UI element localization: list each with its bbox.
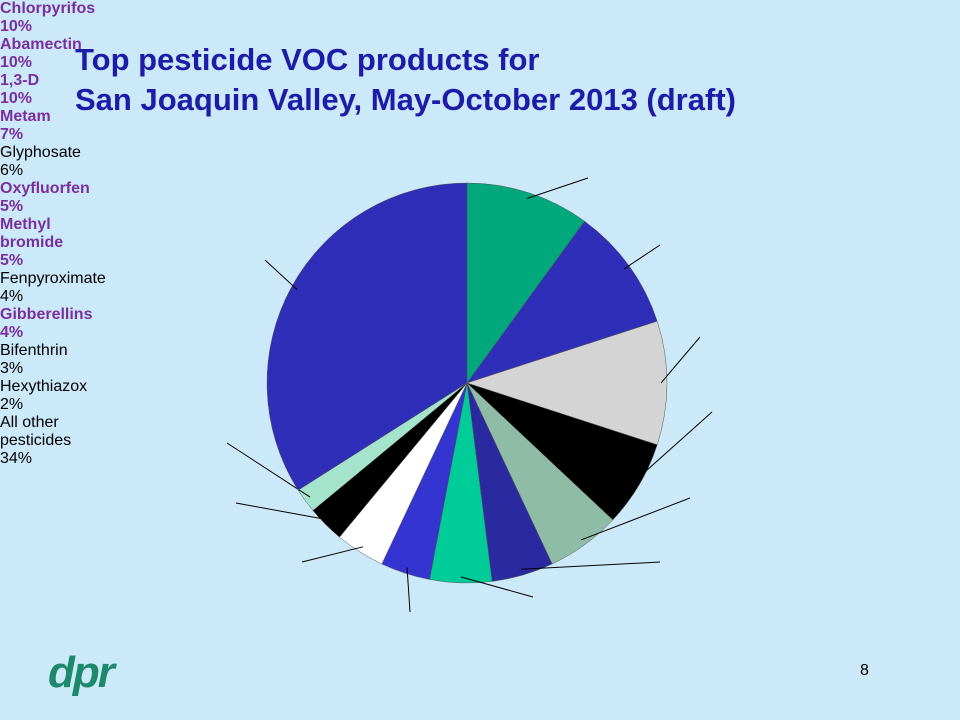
leader-line: [633, 411, 713, 483]
title: Top pesticide VOC products for San Joaqu…: [75, 40, 736, 120]
leader-line: [521, 561, 661, 570]
data-label: Fenpyroximate 4%: [0, 270, 150, 306]
leader-line: [264, 259, 298, 290]
data-label: Oxyfluorfen 5%: [0, 180, 130, 216]
leader-line: [406, 567, 411, 613]
leader-line: [526, 177, 589, 199]
label-name: Bifenthrin: [0, 342, 68, 359]
label-value: 10%: [0, 90, 33, 107]
label-value: 4%: [0, 324, 24, 341]
label-value: 4%: [0, 288, 24, 305]
leader-line: [301, 546, 364, 563]
label-name: Abamectin: [0, 36, 82, 53]
label-name: Chlorpyrifos: [0, 0, 96, 17]
label-value: 6%: [0, 162, 24, 179]
data-label: Abamectin 10%: [0, 36, 120, 72]
label-value: 2%: [0, 396, 24, 413]
data-label: Gibberellins 4%: [0, 306, 140, 342]
label-name: Oxyfluorfen: [0, 180, 90, 197]
leader-line: [460, 576, 534, 598]
leader-line: [623, 244, 661, 270]
label-name: Fenpyroximate: [0, 270, 106, 287]
data-label: Metam 7%: [0, 108, 100, 144]
title-line: San Joaquin Valley, May-October 2013 (dr…: [75, 82, 736, 117]
label-value: 5%: [0, 252, 24, 269]
label-name: Metam: [0, 108, 51, 125]
label-name: 1,3-D: [0, 72, 40, 89]
label-value: 10%: [0, 18, 33, 35]
data-label: Bifenthrin 3%: [0, 342, 110, 378]
leader-line: [660, 336, 701, 384]
pie-slice: [466, 320, 668, 446]
data-label: Glyphosate 6%: [0, 144, 120, 180]
pie-slice: [466, 182, 585, 384]
data-label: All other pesticides 34%: [0, 414, 100, 468]
leader-line: [580, 497, 691, 541]
label-name: All other pesticides: [0, 414, 72, 449]
data-label: Chlorpyrifos 10%: [0, 0, 140, 36]
leader-line: [226, 442, 311, 498]
data-label: 1,3-D 10%: [0, 72, 100, 108]
label-name: Hexythiazox: [0, 378, 88, 395]
label-value: 34%: [0, 450, 33, 467]
label-name: Methyl bromide: [0, 216, 64, 251]
label-name: Glyphosate: [0, 144, 81, 161]
label-value: 10%: [0, 54, 33, 71]
label-value: 5%: [0, 198, 24, 215]
page-number: 8: [860, 662, 869, 679]
data-label: Methyl bromide 5%: [0, 216, 100, 270]
title-line: Top pesticide VOC products for: [75, 42, 540, 77]
leader-line: [235, 502, 330, 521]
label-value: 3%: [0, 360, 24, 377]
label-value: 7%: [0, 126, 24, 143]
pie-slice: [266, 182, 468, 491]
logo: dpr: [48, 648, 115, 697]
label-name: Gibberellins: [0, 306, 93, 323]
data-label: Hexythiazox 2%: [0, 378, 120, 414]
